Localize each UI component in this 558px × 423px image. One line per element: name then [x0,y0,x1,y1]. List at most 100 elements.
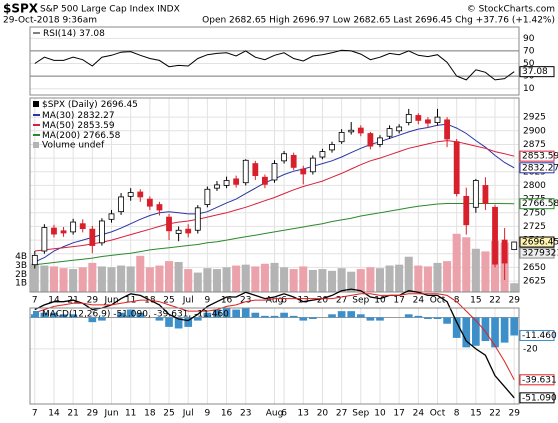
volume-bar [222,267,231,292]
x-tick-label: 16 [221,409,233,419]
y2-tick-label: 2B [15,270,27,280]
x-tick-label: 24 [413,409,425,419]
volume-bar [203,268,212,292]
candle-body [31,254,38,266]
histogram-bar [376,317,384,321]
histogram-bar [337,311,346,318]
x-tick-label: Sep [352,409,369,419]
volume-bar [270,262,279,292]
legend-entry-value: 37.08 [79,29,105,39]
index-name: S&P 500 Large Cap Index INDX [40,5,180,15]
volume-bar [184,269,193,292]
y-tick-label: 2925 [523,113,546,123]
x-tick-label: 6 [281,296,287,306]
x-tick-label: Oct [430,296,446,306]
candle-body [348,129,355,133]
x-tick-label: 22 [489,409,500,419]
legend-entry-name: MA(30) [42,111,74,121]
x-tick-label: Jun [103,409,118,419]
histogram-bar [289,315,298,318]
value-tag: 3279321 [522,249,558,259]
value-tag: 2696.45 [522,238,558,248]
candle-body [492,206,498,265]
volume-bar [126,266,135,292]
volume-bar [375,268,384,292]
x-tick-label: 7 [32,296,38,306]
histogram-bar [462,317,471,348]
candle-body [367,133,374,147]
legend-title-name: $SPX (Daily) [42,100,98,110]
candle-body [252,163,259,177]
x-tick-label: Aug [266,409,284,419]
candle-body [194,207,201,231]
legend-entry-name: RSI(14) [43,29,76,39]
volume-bar [280,267,289,292]
volume-bar [193,272,202,292]
x-tick-label: 13 [298,296,309,306]
x-tick-label: 15 [470,296,481,306]
candle-body [396,126,403,132]
moving-average [34,140,515,252]
volume-bar [385,265,394,292]
x-tick-label: 23 [240,296,251,306]
value-tag-box [519,236,555,248]
histogram-bar [59,314,68,318]
value-tag-box [519,66,555,78]
histogram-bar [261,315,269,318]
volume-bar [241,264,250,292]
candle-body [444,119,450,140]
legend-entry-name: MA(200) [42,131,80,141]
candle-body [60,230,67,234]
histogram-bar [88,317,97,323]
x-tick-label: 11 [125,409,136,419]
x-tick-label: 23 [240,409,251,419]
x-tick-label: 20 [317,409,329,419]
volume-bar [107,267,116,292]
histogram-bar [117,312,125,318]
volume-bar [78,267,87,292]
x-tick-label: 25 [163,409,174,419]
x-tick-label: 15 [470,409,481,419]
candle-body [501,239,508,264]
symbol: $SPX [3,2,39,16]
volume-bar [452,233,461,292]
value-tag-box [519,374,555,386]
x-tick-label: 14 [48,296,60,306]
candle-body [281,153,287,162]
volume-bar [318,269,327,292]
panel-frame [29,307,520,405]
volume-bar [69,269,78,292]
legend-title-value: 2696.45 [101,100,138,110]
legend-entry: MA(30) 2832.27 [42,111,115,121]
volume-bar [510,283,519,292]
histogram-bar [69,314,77,318]
value-tag: 37.08 [522,67,548,77]
x-tick-label: 16 [221,296,233,306]
x-tick-label: 9 [205,296,211,306]
volume-bar [328,270,337,292]
x-tick-label: 22 [489,296,500,306]
legend-entry-name: MA(50) [42,121,74,131]
volume-bar [145,267,154,292]
y2-tick-label: 1B [15,279,27,289]
legend-swatch [33,311,39,317]
histogram-bar [424,317,432,320]
histogram-bar [356,314,365,318]
volume-bar [49,266,58,292]
x-tick-label: Aug [266,296,284,306]
value-tag: -11.460 [522,331,557,341]
value-tag-box [519,198,555,210]
x-tick-label: 18 [144,409,156,419]
histogram-bar [309,317,317,320]
histogram-bar [472,317,480,346]
volume-bar [299,266,308,292]
y-tick-label: 2800 [523,181,546,191]
candle-body [329,144,335,151]
volume-bar [337,268,346,292]
candle-body [386,128,393,137]
legend-entry: RSI(14) 37.08 [43,29,105,39]
volume-bar [97,266,106,292]
histogram-bar [40,312,49,318]
x-tick-label: 29 [87,409,99,419]
volume-bar [30,263,39,292]
